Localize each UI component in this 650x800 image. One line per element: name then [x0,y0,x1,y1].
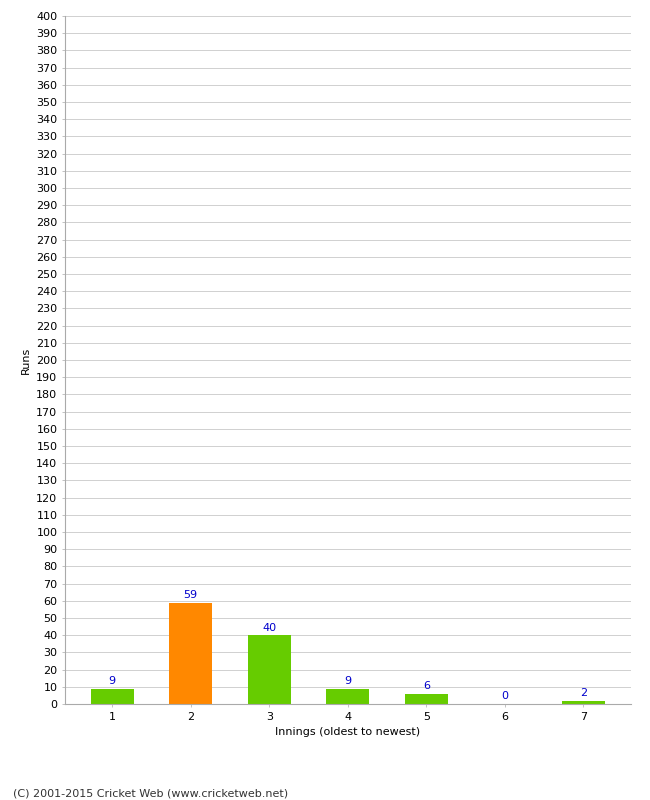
Y-axis label: Runs: Runs [21,346,31,374]
Text: 59: 59 [183,590,198,600]
Bar [326,689,369,704]
Bar [90,689,134,704]
Text: 2: 2 [580,688,587,698]
Text: 9: 9 [344,676,351,686]
X-axis label: Innings (oldest to newest): Innings (oldest to newest) [275,727,421,737]
Text: 40: 40 [262,622,276,633]
Text: 0: 0 [501,691,508,702]
Bar [248,635,291,704]
Text: (C) 2001-2015 Cricket Web (www.cricketweb.net): (C) 2001-2015 Cricket Web (www.cricketwe… [13,788,288,798]
Text: 6: 6 [422,681,430,691]
Bar [562,701,605,704]
Bar [405,694,448,704]
Text: 9: 9 [109,676,116,686]
Bar [169,602,213,704]
